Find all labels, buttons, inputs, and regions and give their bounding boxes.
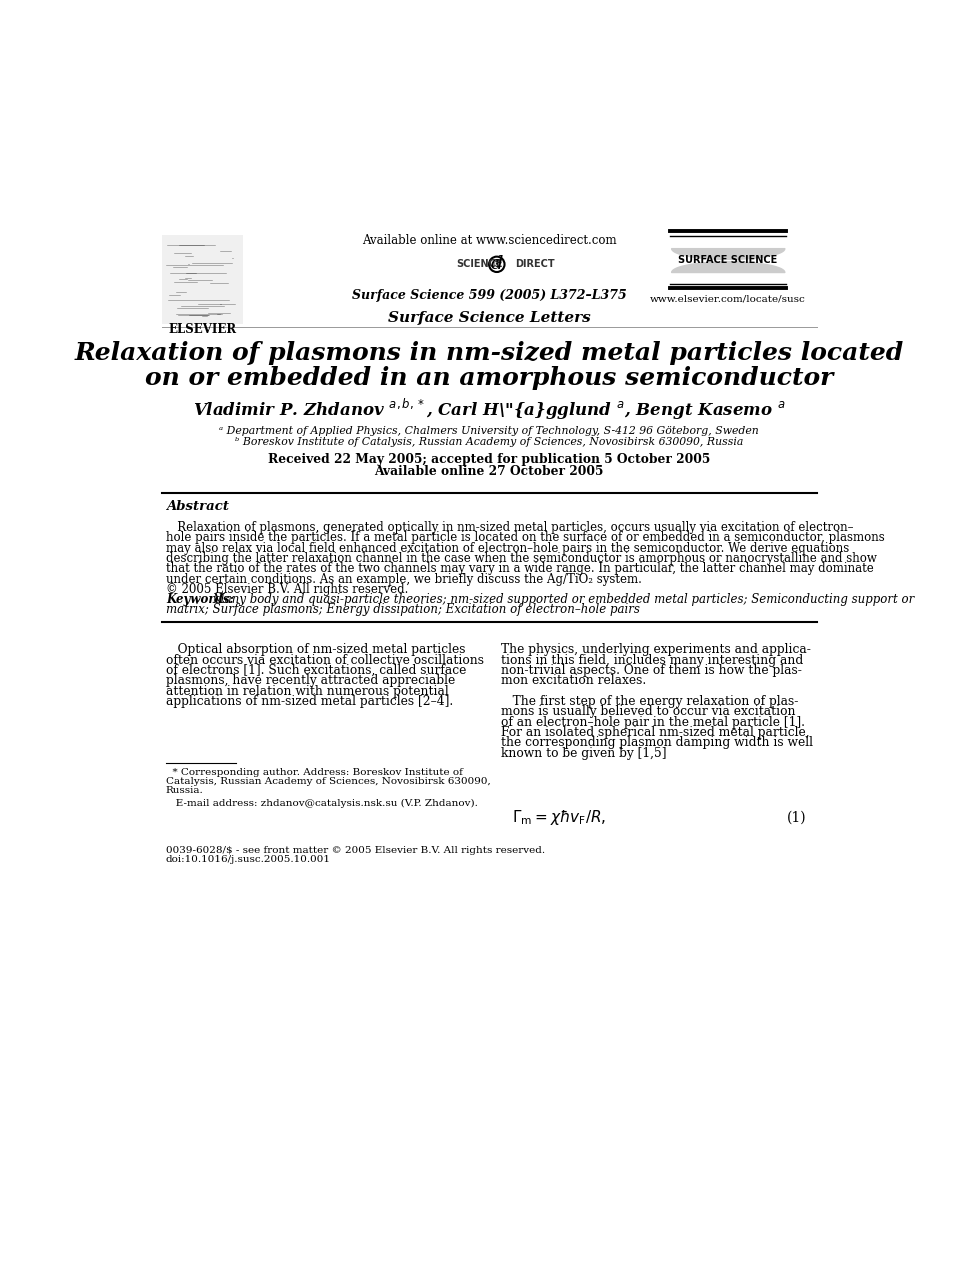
Text: plasmons, have recently attracted appreciable: plasmons, have recently attracted apprec… [166, 675, 456, 687]
Text: tions in this field, includes many interesting and: tions in this field, includes many inter… [500, 654, 803, 667]
Text: ᵇ Boreskov Institute of Catalysis, Russian Academy of Sciences, Novosibirsk 6300: ᵇ Boreskov Institute of Catalysis, Russi… [235, 437, 743, 447]
Text: For an isolated spherical nm-sized metal particle,: For an isolated spherical nm-sized metal… [500, 726, 809, 739]
Text: applications of nm-sized metal particles [2–4].: applications of nm-sized metal particles… [166, 695, 453, 708]
Text: d: d [491, 256, 503, 274]
Text: of an electron–hole pair in the metal particle [1].: of an electron–hole pair in the metal pa… [500, 716, 805, 729]
Text: under certain conditions. As an example, we briefly discuss the Ag/TiO₂ system.: under certain conditions. As an example,… [166, 573, 642, 586]
Text: Optical absorption of nm-sized metal particles: Optical absorption of nm-sized metal par… [166, 644, 465, 657]
Text: that the ratio of the rates of the two channels may vary in a wide range. In par: that the ratio of the rates of the two c… [166, 563, 874, 576]
Text: Available online 27 October 2005: Available online 27 October 2005 [374, 465, 604, 478]
Text: E-mail address: zhdanov@catalysis.nsk.su (V.P. Zhdanov).: E-mail address: zhdanov@catalysis.nsk.su… [166, 799, 478, 808]
Bar [162, 235, 244, 324]
Text: (1): (1) [787, 811, 807, 825]
Text: Relaxation of plasmons, generated optically in nm-sized metal particles, occurs : Relaxation of plasmons, generated optica… [166, 520, 854, 533]
Text: ®: ® [493, 260, 501, 269]
Text: known to be given by [1,5]: known to be given by [1,5] [500, 747, 667, 759]
Text: Abstract: Abstract [166, 500, 229, 514]
Text: of electrons [1]. Such excitations, called surface: of electrons [1]. Such excitations, call… [166, 664, 466, 677]
Text: The first step of the energy relaxation of plas-: The first step of the energy relaxation … [500, 695, 798, 708]
Text: hole pairs inside the particles. If a metal particle is located on the surface o: hole pairs inside the particles. If a me… [166, 531, 884, 544]
Text: Catalysis, Russian Academy of Sciences, Novosibirsk 630090,: Catalysis, Russian Academy of Sciences, … [166, 777, 491, 786]
Text: often occurs via excitation of collective oscillations: often occurs via excitation of collectiv… [166, 654, 484, 667]
Text: the corresponding plasmon damping width is well: the corresponding plasmon damping width … [500, 736, 813, 749]
Text: matrix; Surface plasmons; Energy dissipation; Excitation of electron–hole pairs: matrix; Surface plasmons; Energy dissipa… [166, 603, 640, 616]
Text: Available online at www.sciencedirect.com: Available online at www.sciencedirect.co… [362, 234, 616, 247]
Text: ELSEVIER: ELSEVIER [168, 324, 237, 337]
Text: may also relax via local field enhanced excitation of electron–hole pairs in the: may also relax via local field enhanced … [166, 541, 849, 555]
Text: attention in relation with numerous potential: attention in relation with numerous pote… [166, 685, 449, 698]
Text: Keywords:: Keywords: [166, 592, 234, 605]
Text: $\Gamma_{\rm m} = \chi\hbar v_{\rm F}/R,$: $\Gamma_{\rm m} = \chi\hbar v_{\rm F}/R,… [512, 808, 606, 828]
Text: Many body and quasi-particle theories; nm-sized supported or embedded metal part: Many body and quasi-particle theories; n… [209, 592, 915, 605]
Text: The physics, underlying experiments and applica-: The physics, underlying experiments and … [500, 644, 811, 657]
Text: mons is usually believed to occur via excitation: mons is usually believed to occur via ex… [500, 705, 796, 718]
Text: non-trivial aspects. One of them is how the plas-: non-trivial aspects. One of them is how … [500, 664, 801, 677]
Text: mon excitation relaxes.: mon excitation relaxes. [500, 675, 646, 687]
Text: Vladimir P. Zhdanov $^{\mathit{a,b,}*}$, Carl H\"{a}gglund $^{\mathit{a}}$, Beng: Vladimir P. Zhdanov $^{\mathit{a,b,}*}$,… [193, 397, 785, 423]
Text: doi:10.1016/j.susc.2005.10.001: doi:10.1016/j.susc.2005.10.001 [166, 855, 330, 864]
Text: ᵃ Department of Applied Physics, Chalmers University of Technology, S-412 96 Göt: ᵃ Department of Applied Physics, Chalmer… [220, 427, 759, 437]
Text: Relaxation of plasmons in nm-sized metal particles located: Relaxation of plasmons in nm-sized metal… [74, 341, 903, 365]
Text: 0039-6028/$ - see front matter © 2005 Elsevier B.V. All rights reserved.: 0039-6028/$ - see front matter © 2005 El… [166, 846, 545, 855]
Text: * Corresponding author. Address: Boreskov Institute of: * Corresponding author. Address: Boresko… [166, 768, 463, 777]
Text: www.elsevier.com/locate/susc: www.elsevier.com/locate/susc [649, 294, 806, 303]
Text: on or embedded in an amorphous semiconductor: on or embedded in an amorphous semicondu… [145, 365, 833, 389]
Text: DIRECT: DIRECT [515, 260, 554, 270]
Text: describing the latter relaxation channel in the case when the semiconductor is a: describing the latter relaxation channel… [166, 551, 877, 565]
Text: Russia.: Russia. [166, 786, 203, 795]
Text: SCIENCE: SCIENCE [456, 260, 503, 270]
Text: Surface Science 599 (2005) L372–L375: Surface Science 599 (2005) L372–L375 [351, 289, 626, 302]
Text: SURFACE SCIENCE: SURFACE SCIENCE [678, 256, 777, 266]
Text: Surface Science Letters: Surface Science Letters [388, 311, 590, 325]
Text: Received 22 May 2005; accepted for publication 5 October 2005: Received 22 May 2005; accepted for publi… [268, 454, 711, 466]
Text: © 2005 Elsevier B.V. All rights reserved.: © 2005 Elsevier B.V. All rights reserved… [166, 583, 408, 596]
